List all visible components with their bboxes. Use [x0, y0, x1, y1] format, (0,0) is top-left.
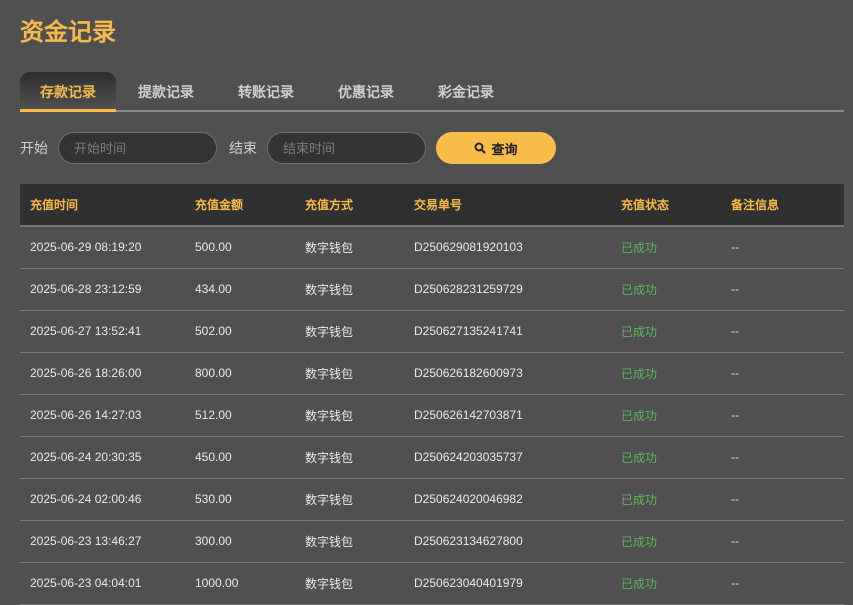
column-header: 备注信息: [721, 184, 844, 227]
end-time-input[interactable]: [267, 132, 426, 164]
table-row: 2025-06-23 13:46:27 300.00 数字钱包 D2506231346…: [20, 520, 844, 563]
method-cell: 数字钱包: [295, 520, 404, 563]
order-id-cell: D250624203035737: [404, 436, 611, 479]
order-id-cell: D250628231259729: [404, 268, 611, 311]
search-button[interactable]: 查询: [436, 132, 556, 164]
order-id-cell: D250626142703871: [404, 394, 611, 437]
order-id-cell: D250623040401979: [404, 562, 611, 605]
status-cell: 已成功: [611, 436, 721, 479]
order-id-cell: D250627135241741: [404, 310, 611, 353]
amount-cell: 512.00: [185, 394, 295, 437]
amount-cell: 434.00: [185, 268, 295, 311]
amount-cell: 1000.00: [185, 562, 295, 605]
remark-cell: --: [721, 310, 844, 353]
table-row: 2025-06-24 20:30:35 450.00 数字钱包 D2506242030…: [20, 436, 844, 479]
order-id-cell: D250623134627800: [404, 520, 611, 563]
method-cell: 数字钱包: [295, 310, 404, 353]
table-row: 2025-06-27 13:52:41 502.00 数字钱包 D2506271352…: [20, 310, 844, 353]
table-row: 2025-06-29 08:19:20 500.00 数字钱包 D2506290819…: [20, 226, 844, 269]
method-cell: 数字钱包: [295, 226, 404, 269]
time-cell: 2025-06-23 13:46:27: [20, 520, 185, 563]
amount-cell: 300.00: [185, 520, 295, 563]
deposit-table: 充值时间 充值金额 充值方式 交易单号 充值状态 备注信息 2025-06-29 08:1…: [20, 184, 844, 605]
remark-cell: --: [721, 520, 844, 563]
remark-cell: --: [721, 268, 844, 311]
method-cell: 数字钱包: [295, 352, 404, 395]
start-time-input[interactable]: [58, 132, 217, 164]
status-cell: 已成功: [611, 520, 721, 563]
amount-cell: 500.00: [185, 226, 295, 269]
start-label: 开始: [20, 140, 48, 156]
method-cell: 数字钱包: [295, 478, 404, 521]
amount-cell: 450.00: [185, 436, 295, 479]
status-cell: 已成功: [611, 478, 721, 521]
column-header: 充值金额: [185, 184, 295, 227]
amount-cell: 800.00: [185, 352, 295, 395]
remark-cell: --: [721, 478, 844, 521]
amount-cell: 530.00: [185, 478, 295, 521]
tab-2[interactable]: 转账记录: [238, 84, 294, 100]
column-header: 充值时间: [20, 184, 185, 227]
order-id-cell: D250626182600973: [404, 352, 611, 395]
time-cell: 2025-06-24 20:30:35: [20, 436, 185, 479]
table-row: 2025-06-28 23:12:59 434.00 数字钱包 D2506282312…: [20, 268, 844, 311]
status-cell: 已成功: [611, 310, 721, 353]
method-cell: 数字钱包: [295, 268, 404, 311]
remark-cell: --: [721, 352, 844, 395]
page-title: 资金记录: [20, 19, 116, 46]
column-header: 充值状态: [611, 184, 721, 227]
status-cell: 已成功: [611, 352, 721, 395]
tab-bar: 存款记录 提款记录 转账记录 优惠记录 彩金记录: [20, 72, 844, 112]
amount-cell: 502.00: [185, 310, 295, 353]
column-header: 交易单号: [404, 184, 611, 227]
remark-cell: --: [721, 562, 844, 605]
table-row: 2025-06-24 02:00:46 530.00 数字钱包 D2506240200…: [20, 478, 844, 521]
search-icon: [474, 142, 487, 154]
tab-0[interactable]: 存款记录: [20, 72, 116, 112]
column-header: 充值方式: [295, 184, 404, 227]
time-cell: 2025-06-26 18:26:00: [20, 352, 185, 395]
date-filter: 开始 结束 查询: [20, 132, 556, 164]
tab-3[interactable]: 优惠记录: [338, 84, 394, 100]
table-header: 充值时间 充值金额 充值方式 交易单号 充值状态 备注信息: [20, 184, 844, 227]
remark-cell: --: [721, 436, 844, 479]
order-id-cell: D250624020046982: [404, 478, 611, 521]
end-label: 结束: [229, 140, 257, 156]
time-cell: 2025-06-28 23:12:59: [20, 268, 185, 311]
remark-cell: --: [721, 394, 844, 437]
search-label: 查询: [491, 141, 518, 157]
order-id-cell: D250629081920103: [404, 226, 611, 269]
time-cell: 2025-06-26 14:27:03: [20, 394, 185, 437]
table-row: 2025-06-23 04:04:01 1000.00 数字钱包 D250623040…: [20, 562, 844, 605]
status-cell: 已成功: [611, 268, 721, 311]
remark-cell: --: [721, 226, 844, 269]
table-row: 2025-06-26 14:27:03 512.00 数字钱包 D2506261427…: [20, 394, 844, 437]
status-cell: 已成功: [611, 394, 721, 437]
status-cell: 已成功: [611, 562, 721, 605]
time-cell: 2025-06-29 08:19:20: [20, 226, 185, 269]
tab-1[interactable]: 提款记录: [138, 84, 194, 100]
status-cell: 已成功: [611, 226, 721, 269]
table-row: 2025-06-26 18:26:00 800.00 数字钱包 D2506261826…: [20, 352, 844, 395]
method-cell: 数字钱包: [295, 562, 404, 605]
time-cell: 2025-06-23 04:04:01: [20, 562, 185, 605]
tab-4[interactable]: 彩金记录: [438, 84, 494, 100]
method-cell: 数字钱包: [295, 394, 404, 437]
time-cell: 2025-06-24 02:00:46: [20, 478, 185, 521]
time-cell: 2025-06-27 13:52:41: [20, 310, 185, 353]
method-cell: 数字钱包: [295, 436, 404, 479]
